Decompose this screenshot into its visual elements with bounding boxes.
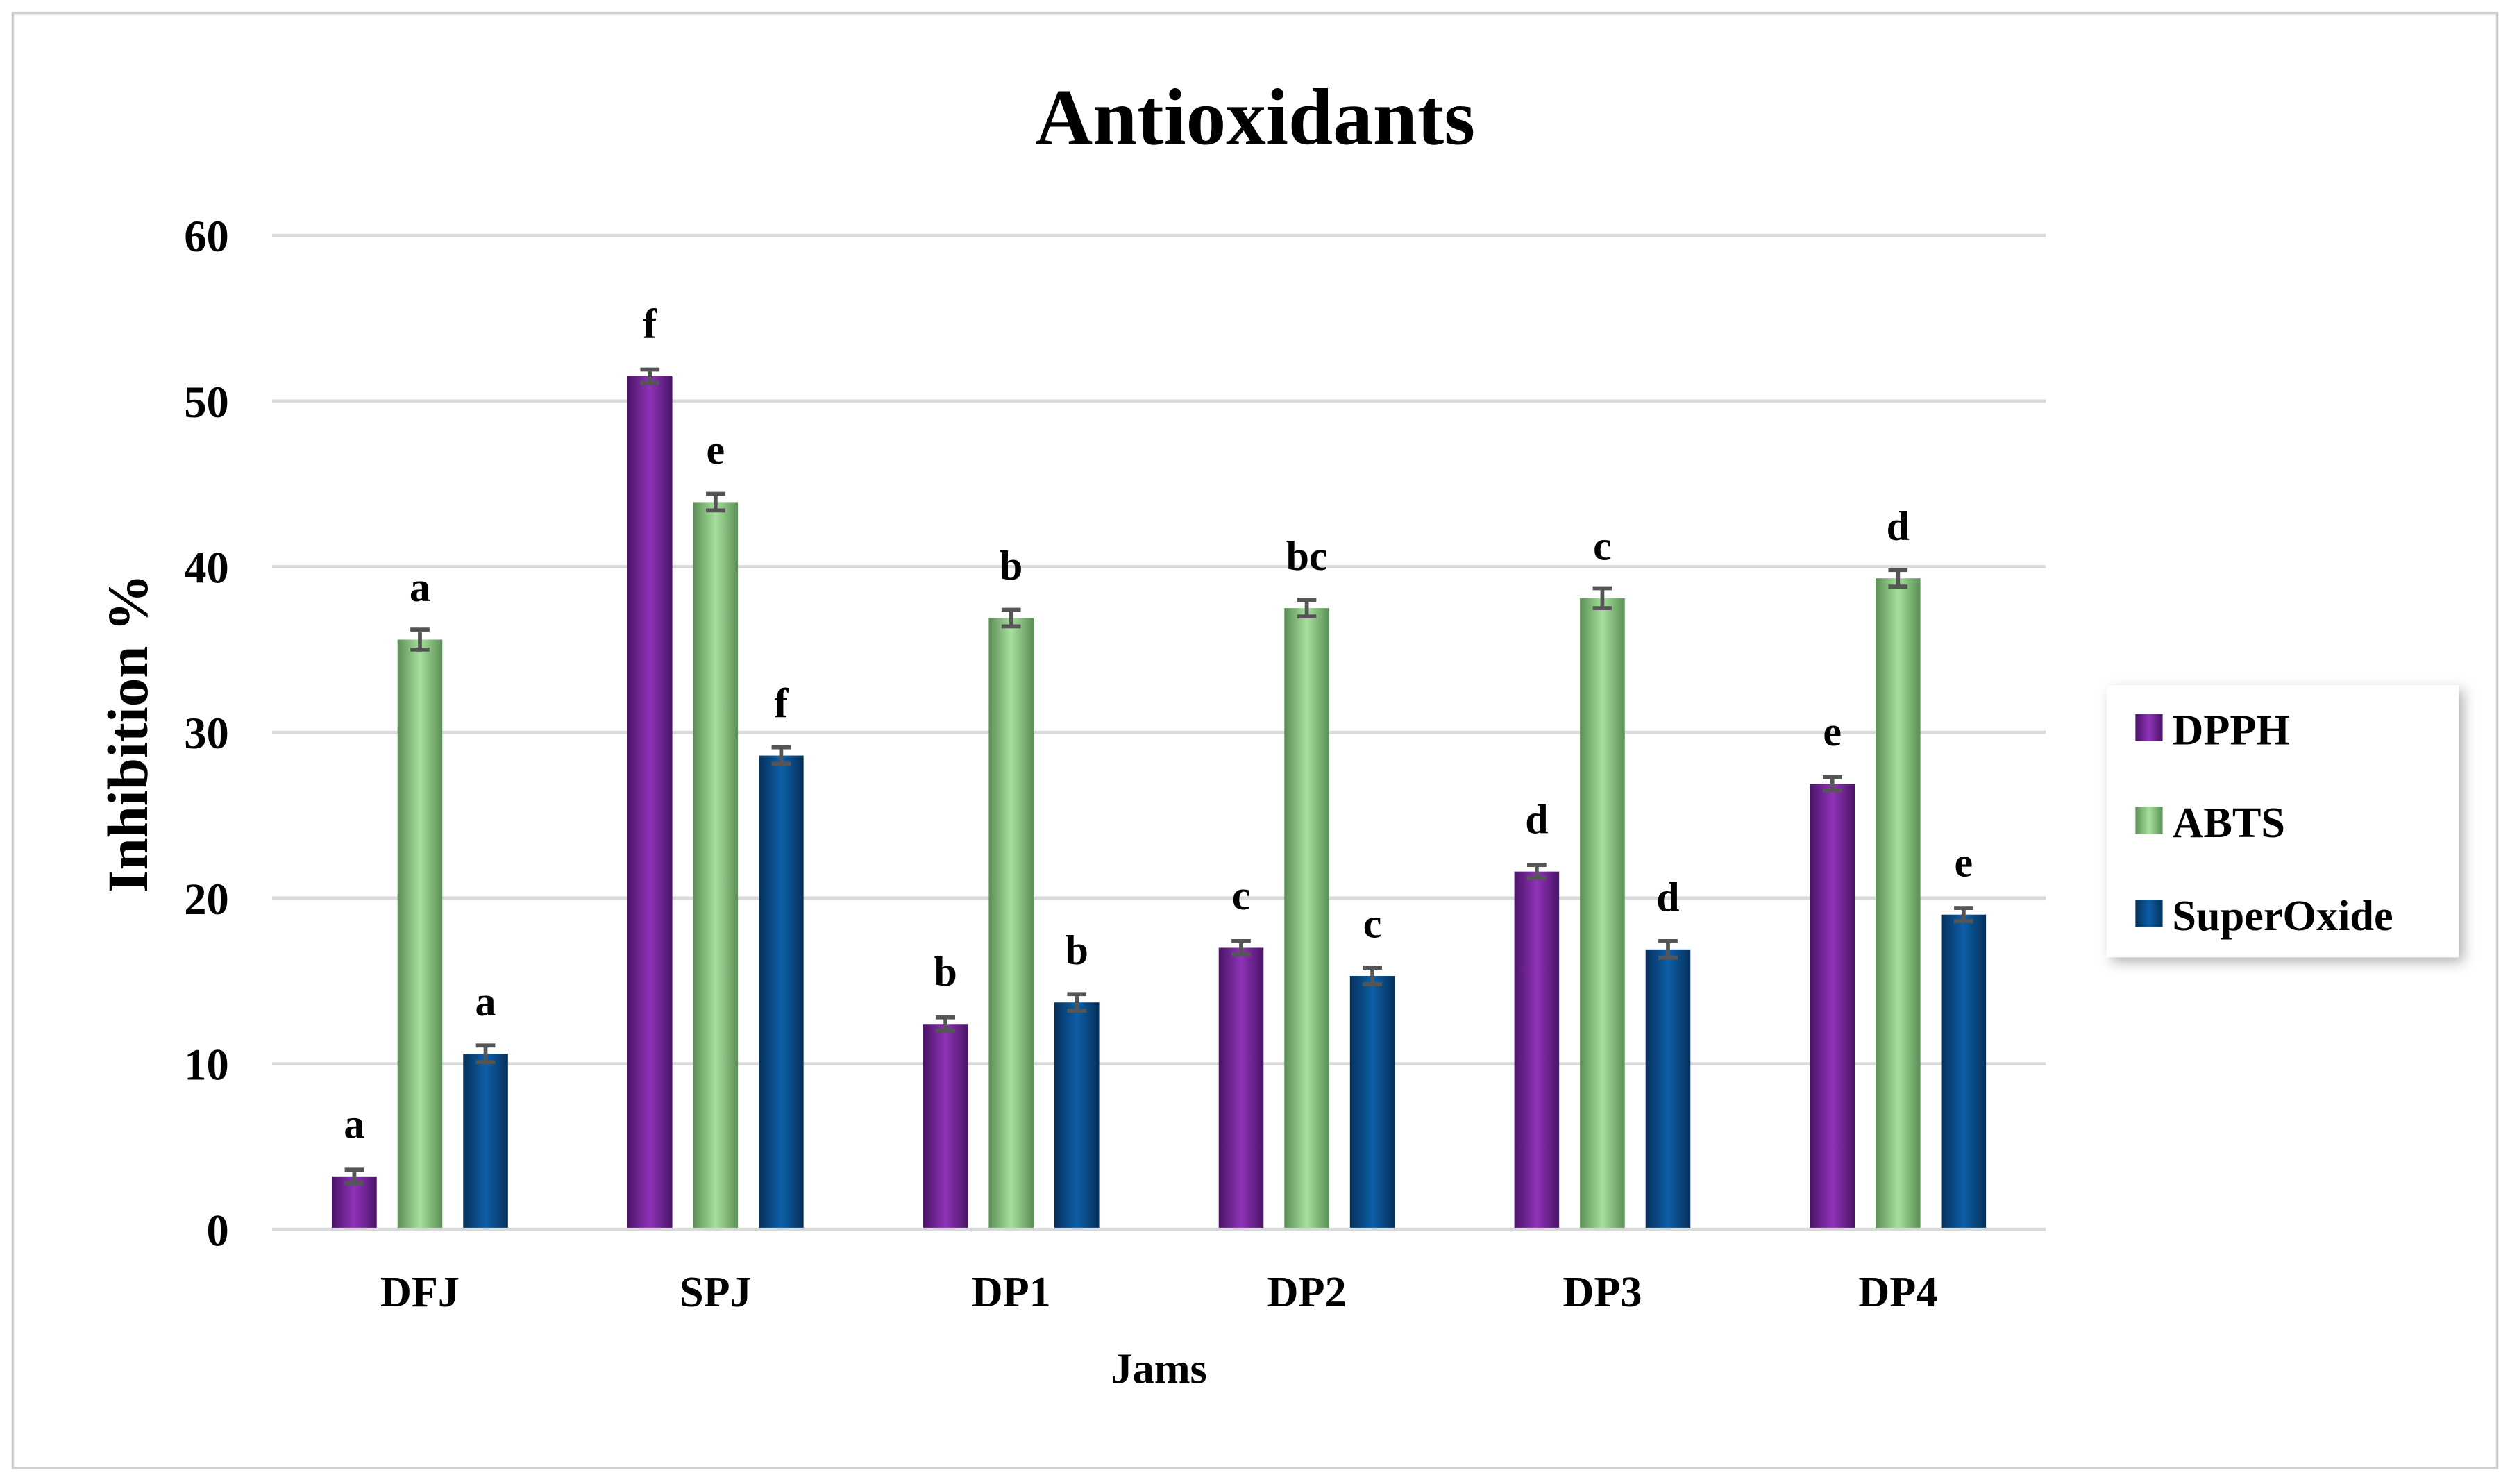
error-bar [1231, 939, 1251, 956]
bar-superoxide [1349, 976, 1395, 1230]
significance-letter: bc [1286, 533, 1328, 579]
error-bar [706, 491, 725, 513]
significance-letter: d [1525, 796, 1548, 842]
significance-letter: e [1955, 839, 1973, 885]
error-bar [1067, 992, 1087, 1013]
x-tick-label: DP3 [1563, 1269, 1642, 1316]
bar-abts [988, 618, 1034, 1230]
error-bar [1297, 598, 1317, 618]
y-axis-label: Inhibition % [96, 574, 160, 893]
bar-superoxide [1054, 1002, 1100, 1230]
significance-letter: d [1656, 874, 1679, 920]
y-tick-label: 10 [184, 1040, 229, 1090]
x-tick-label: SPJ [680, 1269, 752, 1316]
significance-letter: e [1823, 709, 1842, 754]
bar-dpph [1514, 871, 1560, 1230]
legend-label: DPPH [2172, 707, 2289, 754]
y-tick-label: 60 [184, 211, 229, 261]
legend-swatch-abts [2135, 807, 2163, 834]
significance-letter: e [707, 427, 725, 473]
error-bar [1658, 939, 1678, 960]
error-bar [1363, 966, 1382, 986]
significance-letter: b [934, 949, 957, 995]
error-bar [771, 745, 791, 766]
chart-title: Antioxidants [1035, 73, 1475, 162]
significance-letter: d [1887, 503, 1910, 549]
legend-swatch-superoxide [2135, 900, 2163, 927]
error-bar [410, 627, 430, 652]
bar-superoxide [1645, 949, 1691, 1230]
bar-dpph [923, 1024, 968, 1230]
error-bar [1954, 906, 1973, 924]
y-tick-label: 40 [184, 543, 229, 593]
significance-letter: b [1066, 927, 1088, 973]
error-bar [1888, 568, 1908, 589]
legend-label: ABTS [2172, 800, 2285, 847]
legend: DPPH ABTS SuperOxide [2106, 685, 2459, 958]
bar-dpph [1810, 784, 1855, 1230]
x-tick-label: DFJ [380, 1269, 460, 1316]
significance-letter: a [410, 564, 430, 610]
legend-label: SuperOxide [2172, 893, 2393, 940]
error-bar [475, 1043, 496, 1065]
error-bar [1001, 607, 1021, 629]
significance-letter: c [1593, 523, 1612, 568]
bar-superoxide [463, 1054, 508, 1230]
y-tick-label: 0 [206, 1205, 228, 1255]
x-tick-label: DP2 [1267, 1269, 1347, 1316]
bar-abts [1876, 578, 1921, 1230]
significance-letter: c [1232, 872, 1251, 918]
y-tick-label: 30 [184, 708, 229, 758]
significance-letter: a [344, 1101, 364, 1147]
bar-abts [693, 502, 739, 1230]
significance-letter: b [1000, 543, 1022, 589]
bar-superoxide [1941, 914, 1987, 1230]
significance-letter: c [1363, 901, 1382, 947]
y-tick-label: 50 [184, 377, 229, 427]
x-tick-label: DP1 [972, 1269, 1051, 1316]
error-bar [1592, 586, 1612, 611]
bar-abts [1284, 608, 1329, 1230]
error-bar [640, 367, 660, 385]
error-bar [344, 1167, 364, 1186]
bar-abts [1580, 598, 1625, 1230]
error-bar [1822, 775, 1842, 793]
significance-letter: f [643, 301, 657, 347]
bar-dpph [1218, 947, 1264, 1230]
x-tick-label: DP4 [1858, 1269, 1937, 1316]
error-bar [936, 1015, 955, 1033]
legend-swatch-dpph [2135, 714, 2163, 741]
significance-letter: a [475, 979, 496, 1025]
bar-abts [397, 639, 443, 1230]
y-tick-label: 20 [184, 874, 229, 924]
bar-dpph [332, 1176, 377, 1230]
significance-letter: f [774, 680, 789, 726]
error-bar [1527, 863, 1547, 881]
bar-dpph [628, 376, 673, 1230]
bar-superoxide [759, 755, 804, 1230]
x-axis-label: Jams [1111, 1346, 1206, 1393]
